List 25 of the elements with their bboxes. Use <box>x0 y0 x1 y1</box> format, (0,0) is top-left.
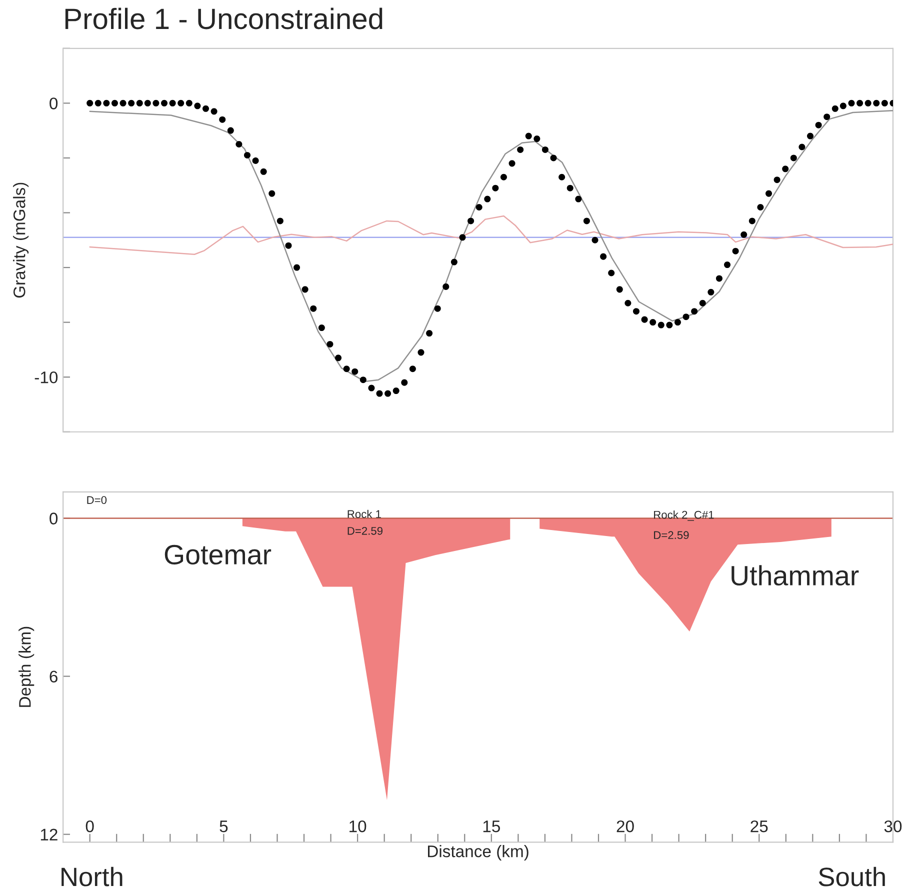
text: South <box>818 866 885 886</box>
y-tick-label: 0 <box>50 512 58 524</box>
x-tick-label: 15 <box>483 820 500 832</box>
y-tick-label: 0 <box>50 98 58 110</box>
y-tick-label: 12 <box>40 828 58 840</box>
chart-title: Profile 1 - Unconstrained <box>65 8 382 30</box>
y-axis-title: Gravity (mGals) <box>13 182 29 298</box>
annotation: Uthammar <box>732 565 859 586</box>
x-tick-label: 0 <box>86 820 94 832</box>
annotation: D=2.59 <box>348 526 383 535</box>
x-tick-label: 10 <box>350 820 366 832</box>
x-axis-title: Distance (km) <box>428 845 528 861</box>
text: North <box>62 866 122 886</box>
x-tick-label: 25 <box>750 820 768 832</box>
annotation: D=0 <box>87 496 107 504</box>
y-axis-title: Depth (km) <box>18 626 34 707</box>
x-tick-label: 5 <box>220 820 228 832</box>
line-series <box>89 215 893 255</box>
annotation: Gotemar <box>164 544 272 565</box>
annotation: Rock 1 <box>348 510 381 518</box>
y-tick-label: 6 <box>50 670 58 682</box>
x-tick-label: 30 <box>884 820 902 832</box>
annotation: D=2.59 <box>654 531 689 540</box>
y-tick-label: -10 <box>34 371 58 384</box>
x-tick-label: 20 <box>616 820 634 832</box>
